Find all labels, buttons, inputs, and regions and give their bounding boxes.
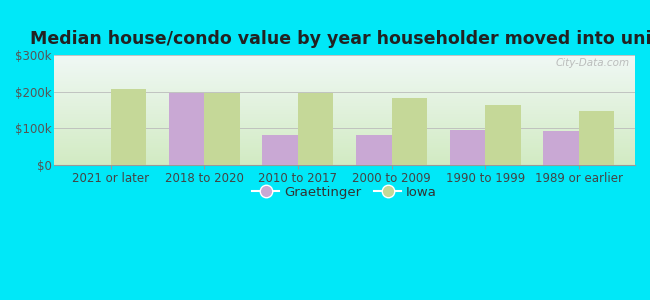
Bar — [111, 89, 146, 165]
Title: Median house/condo value by year householder moved into unit: Median house/condo value by year househo… — [30, 30, 650, 48]
Text: City-Data.com: City-Data.com — [555, 58, 629, 68]
Bar — [298, 93, 333, 165]
Legend: Graettinger, Iowa: Graettinger, Iowa — [247, 180, 442, 204]
Bar — [450, 130, 485, 165]
Bar — [168, 93, 204, 165]
Bar — [543, 131, 578, 165]
Bar — [263, 135, 298, 165]
Bar — [356, 135, 391, 165]
Bar — [391, 98, 427, 165]
Bar — [485, 105, 521, 165]
Bar — [204, 93, 240, 165]
Bar — [578, 111, 614, 165]
